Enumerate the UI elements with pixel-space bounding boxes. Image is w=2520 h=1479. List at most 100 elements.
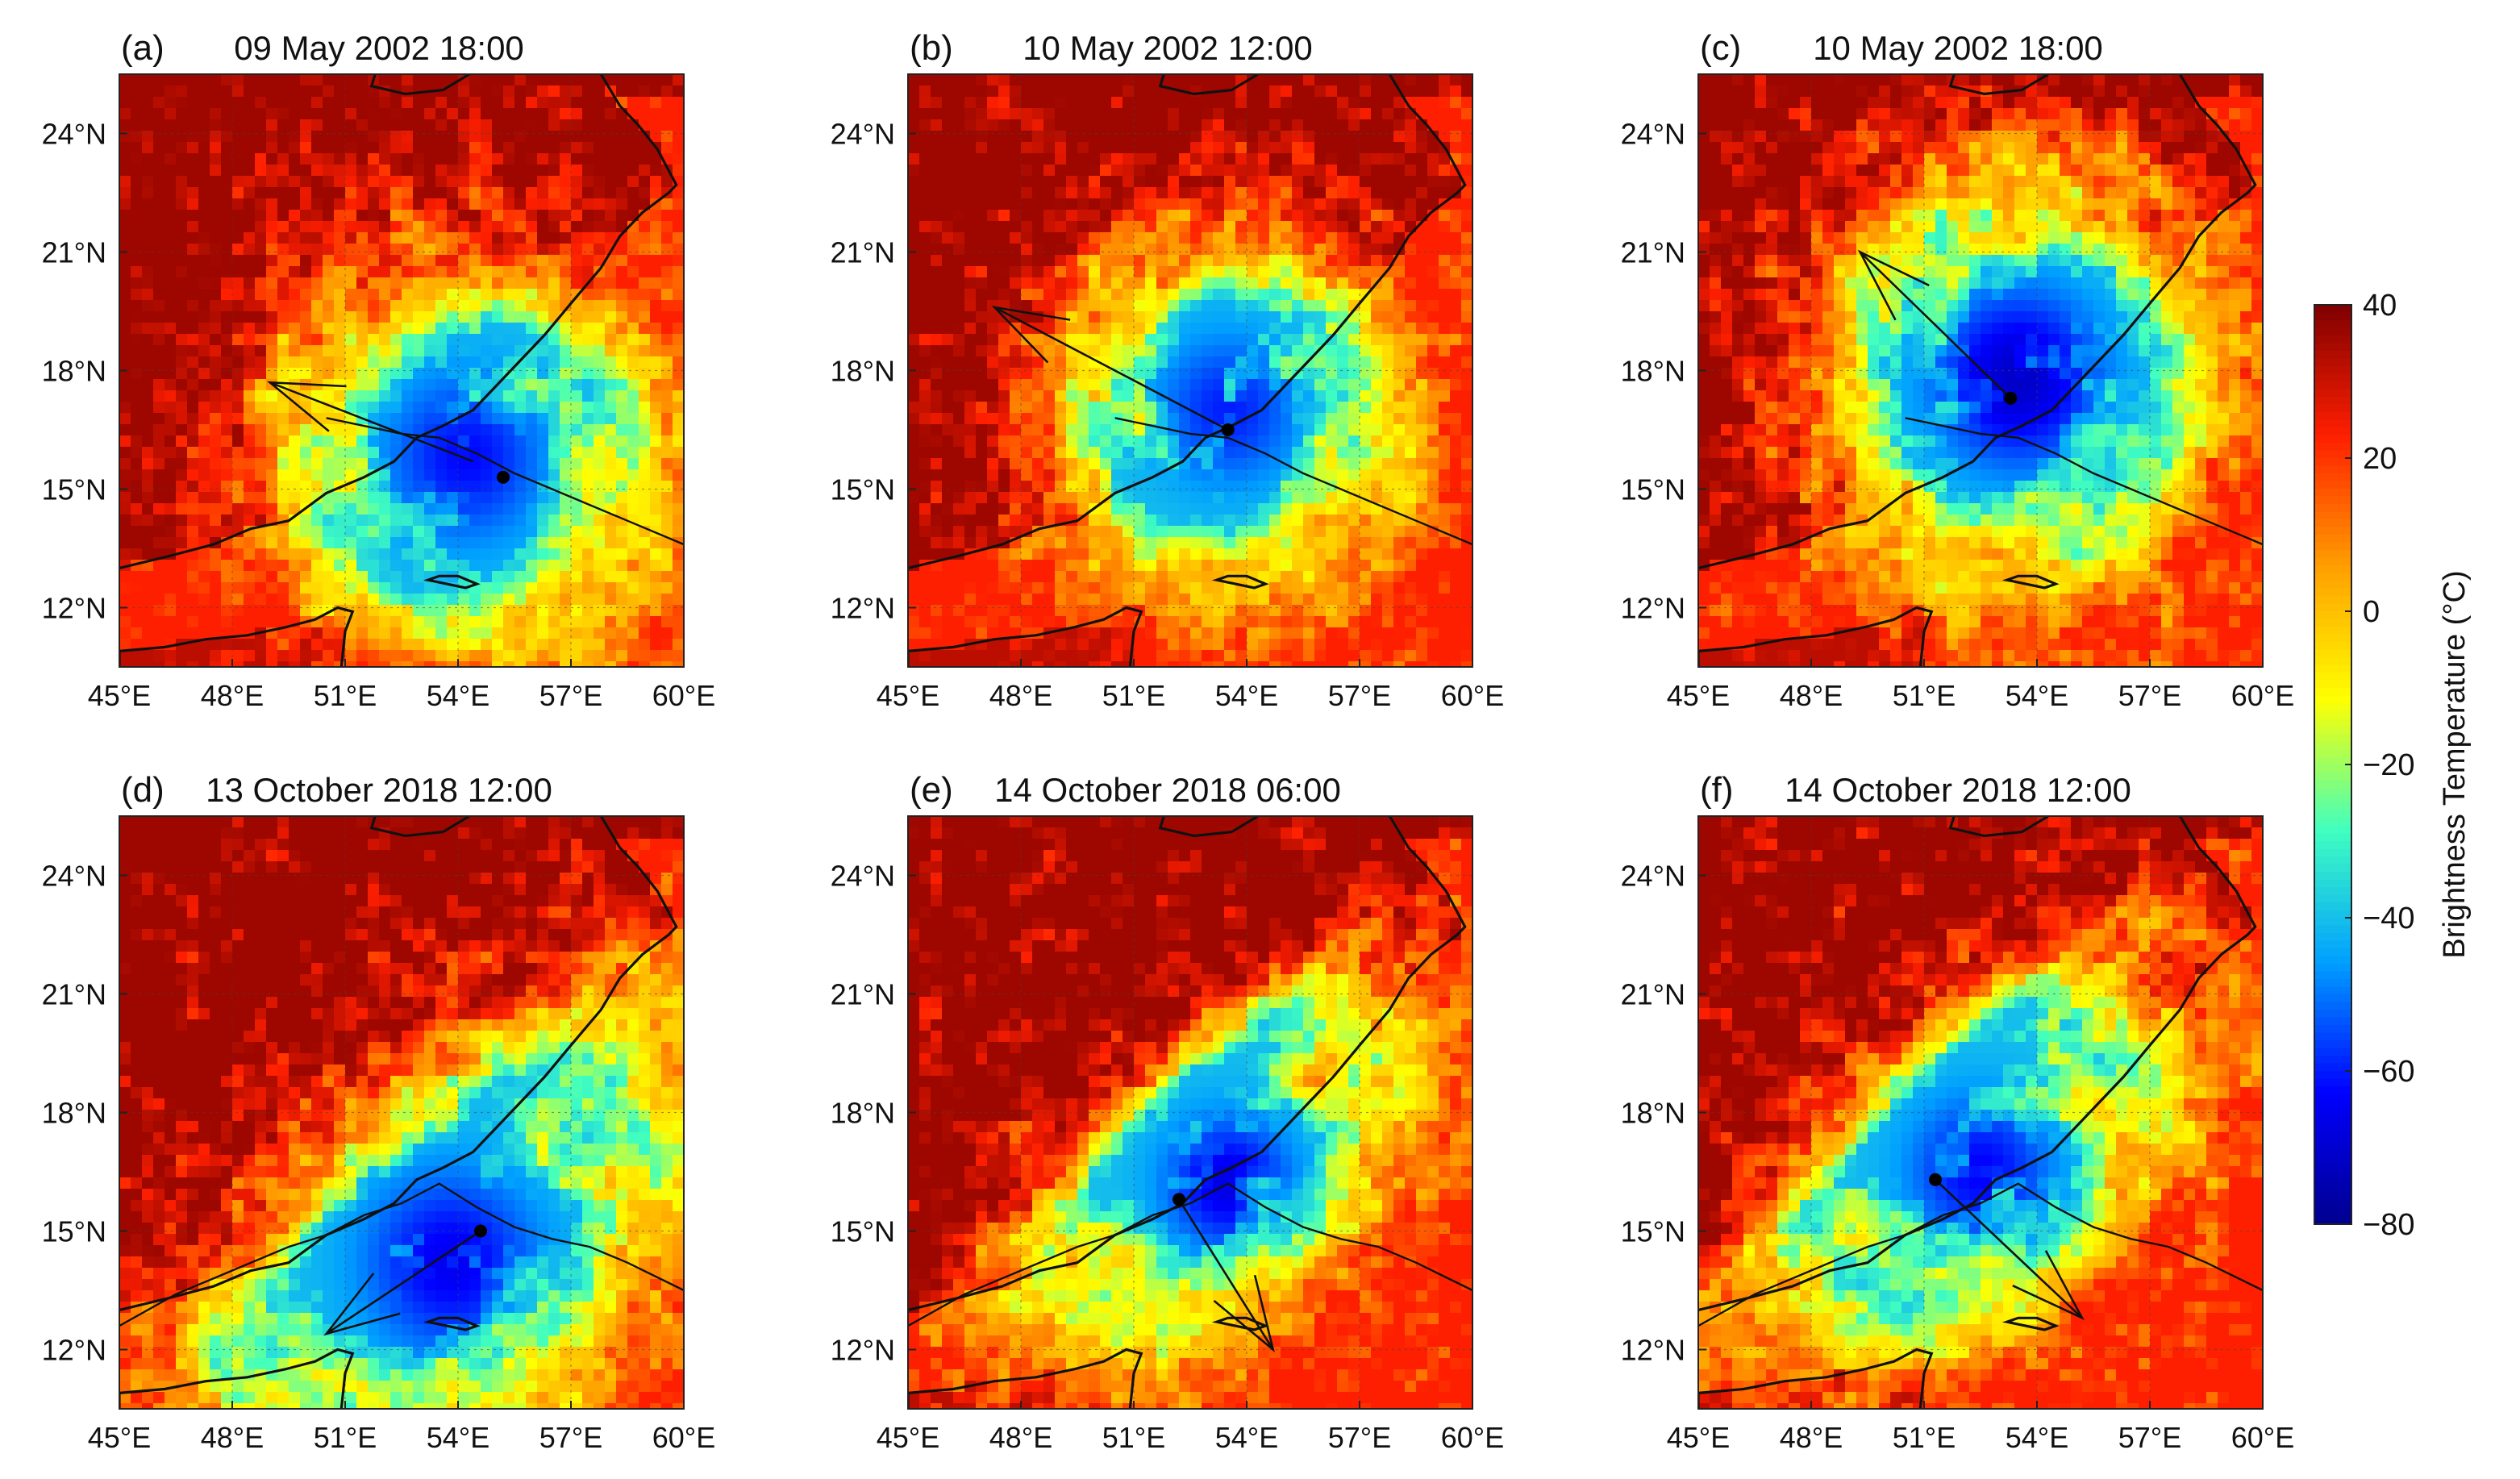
heatmap-cell — [650, 300, 662, 312]
heatmap-cell — [514, 368, 527, 380]
heatmap-cell — [1123, 221, 1135, 233]
heatmap-cell — [1100, 255, 1112, 267]
heatmap-cell — [1348, 447, 1360, 459]
heatmap-cell — [953, 334, 965, 346]
heatmap-cell — [1066, 548, 1078, 560]
heatmap-cell — [323, 356, 335, 369]
heatmap-cell — [1247, 515, 1259, 527]
heatmap-cell — [639, 481, 651, 493]
heatmap-cell — [953, 503, 965, 515]
heatmap-cell — [1111, 447, 1123, 459]
heatmap-cell — [661, 390, 673, 402]
heatmap-cell — [232, 119, 244, 131]
heatmap-cell — [526, 650, 538, 662]
heatmap-cell — [379, 548, 391, 560]
heatmap-cell — [300, 356, 312, 369]
heatmap-cell — [481, 379, 493, 391]
heatmap-cell — [1326, 74, 1338, 86]
heatmap-cell — [311, 560, 323, 572]
heatmap-cell — [1100, 97, 1112, 109]
heatmap-cell — [119, 210, 131, 222]
heatmap-cell — [1337, 85, 1349, 98]
heatmap-cell — [976, 244, 988, 256]
heatmap-cell — [1382, 85, 1394, 98]
heatmap-cell — [1382, 97, 1394, 109]
heatmap-cell — [221, 560, 233, 572]
heatmap-cell — [1405, 413, 1417, 425]
heatmap-cell — [639, 108, 651, 120]
heatmap-cell — [639, 345, 651, 357]
heatmap-cell — [481, 221, 493, 233]
heatmap-cell — [1371, 108, 1383, 120]
heatmap-cell — [639, 176, 651, 188]
heatmap-cell — [424, 627, 436, 640]
heatmap-cell — [289, 210, 301, 222]
heatmap-cell — [1156, 424, 1168, 436]
heatmap-cell — [232, 153, 244, 165]
heatmap-cell — [1145, 458, 1157, 470]
heatmap-cell — [616, 356, 628, 369]
heatmap-cell — [345, 345, 357, 357]
heatmap-cell — [1213, 481, 1225, 493]
heatmap-cell — [673, 368, 684, 380]
heatmap-cell — [1145, 345, 1157, 357]
heatmap-cell — [605, 232, 617, 244]
heatmap-cell — [481, 469, 493, 481]
heatmap-cell — [571, 232, 583, 244]
heatmap-cell — [402, 548, 414, 560]
heatmap-cell — [964, 131, 977, 143]
heatmap-cell — [1405, 537, 1417, 549]
heatmap-cell — [1202, 469, 1214, 481]
heatmap-cell — [277, 311, 289, 323]
heatmap-cell — [526, 492, 538, 504]
heatmap-cell — [919, 413, 931, 425]
heatmap-cell — [345, 639, 357, 651]
heatmap-cell — [198, 153, 210, 165]
heatmap-cell — [1010, 526, 1022, 538]
heatmap-cell — [942, 368, 954, 380]
heatmap-cell — [616, 187, 628, 199]
heatmap-cell — [1235, 198, 1248, 210]
heatmap-cell — [1382, 515, 1394, 527]
heatmap-cell — [537, 345, 549, 357]
heatmap-cell — [1337, 244, 1349, 256]
heatmap-cell — [1213, 447, 1225, 459]
heatmap-cell — [1066, 85, 1078, 98]
heatmap-cell — [627, 334, 639, 346]
heatmap-cell — [402, 108, 414, 120]
heatmap-cell — [526, 424, 538, 436]
heatmap-cell — [605, 424, 617, 436]
heatmap-cell — [435, 266, 448, 278]
heatmap-cell — [481, 560, 493, 572]
heatmap-cell — [1021, 74, 1033, 86]
heatmap-cell — [661, 210, 673, 222]
heatmap-cell — [435, 492, 448, 504]
heatmap-cell — [244, 582, 256, 594]
heatmap-cell — [1089, 413, 1101, 425]
heatmap-cell — [1055, 458, 1067, 470]
heatmap-cell — [300, 368, 312, 380]
heatmap-cell — [1461, 368, 1472, 380]
heatmap-cell — [1416, 379, 1428, 391]
heatmap-cell — [402, 142, 414, 154]
heatmap-cell — [311, 458, 323, 470]
heatmap-cell — [153, 108, 165, 120]
heatmap-cell — [277, 424, 289, 436]
heatmap-cell — [244, 435, 256, 448]
heatmap-cell — [1055, 548, 1067, 560]
heatmap-cell — [131, 356, 143, 369]
heatmap-cell — [413, 255, 425, 267]
heatmap-cell — [964, 379, 977, 391]
heatmap-cell — [311, 548, 323, 560]
heatmap-cell — [942, 255, 954, 267]
heatmap-cell — [1145, 390, 1157, 402]
heatmap-cell — [1303, 74, 1315, 86]
heatmap-cell — [964, 458, 977, 470]
heatmap-cell — [481, 311, 493, 323]
heatmap-cell — [1202, 458, 1214, 470]
heatmap-cell — [1190, 255, 1202, 267]
heatmap-cell — [345, 108, 357, 120]
heatmap-cell — [424, 289, 436, 301]
heatmap-cell — [514, 402, 527, 414]
heatmap-cell — [582, 232, 594, 244]
